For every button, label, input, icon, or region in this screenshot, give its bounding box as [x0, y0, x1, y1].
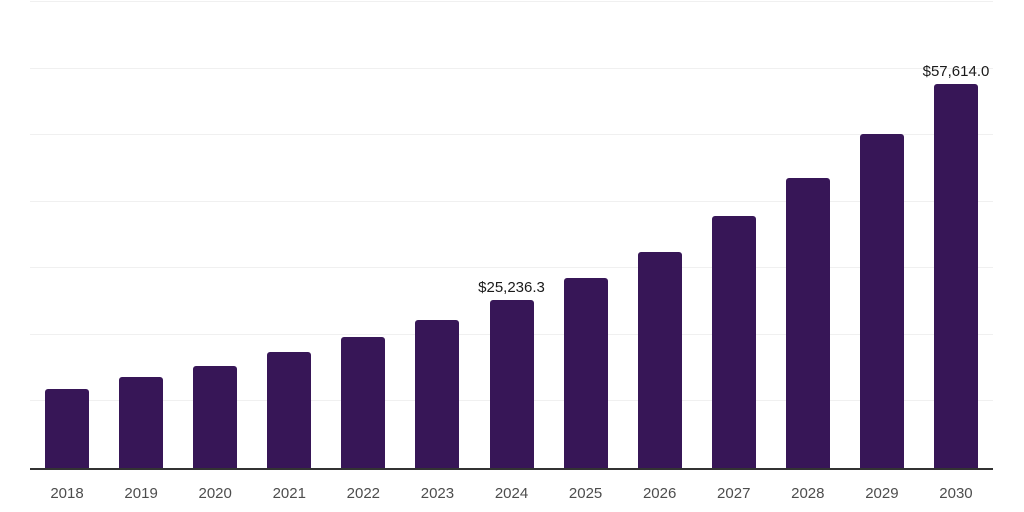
bar-2026: [637, 251, 682, 468]
x-tick-2025: 2025: [568, 485, 603, 502]
column-2019: [104, 2, 178, 468]
gridline-60000: [30, 67, 993, 69]
data-label-2024: $25,236.3: [478, 279, 545, 296]
bar-2020: [193, 366, 238, 468]
bar-2028: [785, 177, 830, 468]
bar-2019: [119, 377, 164, 468]
x-tick-2027: 2027: [717, 485, 751, 502]
bar-2027: [711, 215, 756, 468]
bars-layer: $25,236.3 $57,614.0: [30, 2, 993, 468]
bar-2021: [267, 351, 312, 468]
x-tick-2022: 2022: [346, 485, 381, 502]
gridline-30000: [30, 267, 993, 269]
bar-2024: [489, 300, 534, 468]
x-tick-2028: 2028: [791, 485, 825, 502]
bar-2023: [415, 319, 460, 468]
x-tick-2024: 2024: [494, 485, 529, 502]
bar-2030: [933, 84, 978, 468]
column-2022: [326, 2, 400, 468]
bar-2029: [859, 133, 904, 468]
x-tick-2030: 2030: [939, 485, 973, 502]
x-tick-2023: 2023: [420, 485, 455, 502]
bar-2025: [563, 277, 608, 468]
gridline-50000: [30, 134, 993, 136]
column-2023: [400, 2, 474, 468]
data-label-2030: $57,614.0: [922, 63, 990, 81]
column-2018: [30, 2, 104, 468]
gridline-70000: [30, 1, 993, 2]
x-axis-tick-labels: 2018 2019 2020 2021 2022 2023 2024 2025 2026 2027…: [30, 470, 993, 502]
x-tick-2019: 2019: [124, 485, 158, 502]
bar-2018: [45, 388, 90, 468]
gridline-40000: [30, 200, 993, 202]
x-tick-2021: 2021: [272, 485, 306, 502]
column-2028: [771, 2, 845, 468]
column-2027: [697, 2, 771, 468]
x-tick-2026: 2026: [642, 485, 677, 502]
column-2029: [845, 2, 919, 468]
column-2030: $57,614.0: [919, 2, 993, 468]
x-tick-2029: 2029: [865, 485, 899, 502]
column-2026: [623, 2, 697, 468]
column-2025: [549, 2, 623, 468]
column-2020: [178, 2, 252, 468]
plot-area: $25,236.3 $57,614.0: [30, 1, 993, 470]
column-2021: [252, 2, 326, 468]
x-tick-2018: 2018: [50, 485, 84, 502]
bar-2022: [341, 336, 386, 468]
x-tick-2020: 2020: [198, 485, 232, 502]
column-2024: $25,236.3: [474, 2, 548, 468]
